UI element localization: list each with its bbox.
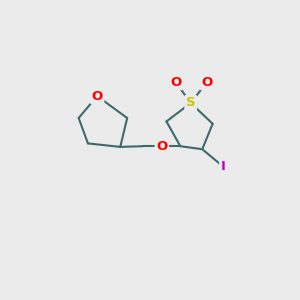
Text: O: O	[201, 76, 212, 89]
Text: S: S	[186, 97, 196, 110]
Text: I: I	[220, 160, 226, 173]
Text: O: O	[156, 140, 167, 153]
Text: O: O	[92, 90, 103, 103]
Text: O: O	[170, 76, 181, 89]
